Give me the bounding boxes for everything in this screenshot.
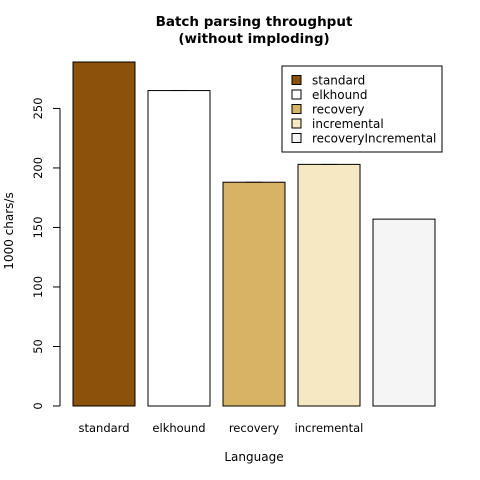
legend-label-recovery: recovery (312, 103, 365, 117)
y-axis-label: 1000 chars/s (2, 192, 16, 269)
y-tick-label-100: 100 (31, 276, 45, 298)
legend-label-incremental: incremental (312, 117, 384, 131)
y-tick-label-50: 50 (31, 339, 45, 354)
legend-swatch-recoveryincremental (291, 133, 302, 143)
legend-label-recoveryincremental: recoveryIncremental (312, 132, 436, 146)
legend-swatch-elkhound (291, 89, 302, 100)
bar-incremental (297, 163, 361, 407)
error-bars-group (171, 90, 337, 183)
y-axis: 0 50 100 150 200 250 (31, 97, 61, 410)
bar-elkhound (147, 90, 211, 407)
x-tick-label-incremental: incremental (295, 421, 364, 435)
x-axis-tick-labels: standard elkhound recovery incremental (78, 421, 363, 435)
y-tick-label-250: 250 (31, 97, 45, 119)
x-tick-label-elkhound: elkhound (152, 421, 205, 435)
legend-label-standard: standard (312, 74, 365, 88)
y-tick-label-200: 200 (31, 157, 45, 179)
x-axis-label: Language (224, 450, 283, 464)
legend-swatch-incremental (291, 118, 302, 129)
chart-title-line-1: Batch parsing throughput (156, 14, 353, 30)
x-tick-label-recovery: recovery (229, 421, 280, 435)
y-tick-label-150: 150 (31, 216, 45, 238)
legend: standardelkhoundrecoveryincrementalrecov… (281, 65, 443, 153)
bar-recovery (222, 181, 286, 407)
bar-recoveryincremental (372, 218, 436, 407)
chart-title-line-2: (without imploding) (178, 31, 329, 47)
legend-swatch-recovery (291, 104, 302, 114)
legend-label-elkhound: elkhound (312, 88, 367, 102)
legend-swatch-standard (291, 75, 302, 85)
y-tick-label-0: 0 (31, 402, 45, 409)
legend-box (281, 65, 443, 153)
x-tick-label-standard: standard (78, 421, 129, 435)
bar-standard (72, 61, 136, 407)
